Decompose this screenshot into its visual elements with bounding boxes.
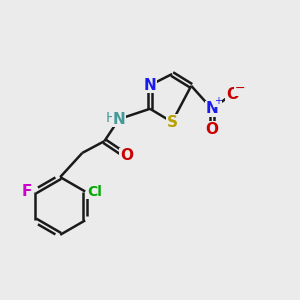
- Text: F: F: [21, 184, 32, 199]
- Text: O: O: [226, 87, 239, 102]
- Text: N: N: [113, 112, 125, 127]
- Text: N: N: [144, 78, 156, 93]
- Text: +: +: [214, 96, 222, 106]
- Text: S: S: [167, 115, 178, 130]
- Text: Cl: Cl: [87, 184, 102, 199]
- Text: −: −: [235, 82, 245, 95]
- Text: O: O: [120, 148, 133, 164]
- Text: N: N: [206, 101, 218, 116]
- Text: O: O: [205, 122, 218, 137]
- Text: H: H: [106, 111, 116, 124]
